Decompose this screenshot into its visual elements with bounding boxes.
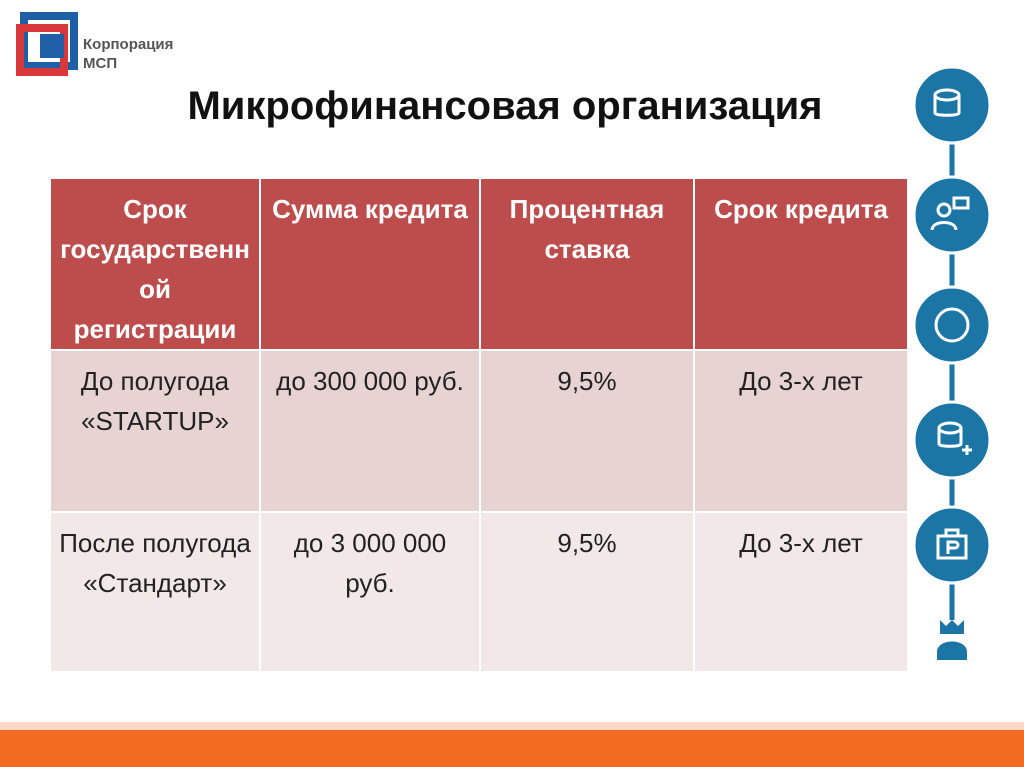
footer-bar (0, 730, 1024, 767)
table-cell: После полугода «Стандарт» (50, 512, 260, 672)
table: Срок государственной регистрации Сумма кр… (50, 178, 908, 672)
table-cell: до 300 000 руб. (260, 350, 480, 512)
table-cell: До полугода «STARTUP» (50, 350, 260, 512)
table-cell: До 3-х лет (694, 512, 908, 672)
header-cell: Срок кредита (694, 178, 908, 350)
table-cell: 9,5% (480, 350, 694, 512)
table-cell: до 3 000 000 руб. (260, 512, 480, 672)
header-cell: Процентная ставка (480, 178, 694, 350)
footer-stripe (0, 722, 1024, 730)
table-cell: До 3-х лет (694, 350, 908, 512)
slide-title: Микрофинансовая организация (187, 84, 823, 128)
header-cell: Сумма кредита (260, 178, 480, 350)
logo-text: МСП (83, 55, 118, 72)
side-icons (912, 65, 992, 660)
table-cell: 9,5% (480, 512, 694, 672)
header-cell: Срок государственной регистрации (50, 178, 260, 350)
logo-text: Корпорация (83, 36, 174, 53)
logo-icon (16, 12, 78, 76)
